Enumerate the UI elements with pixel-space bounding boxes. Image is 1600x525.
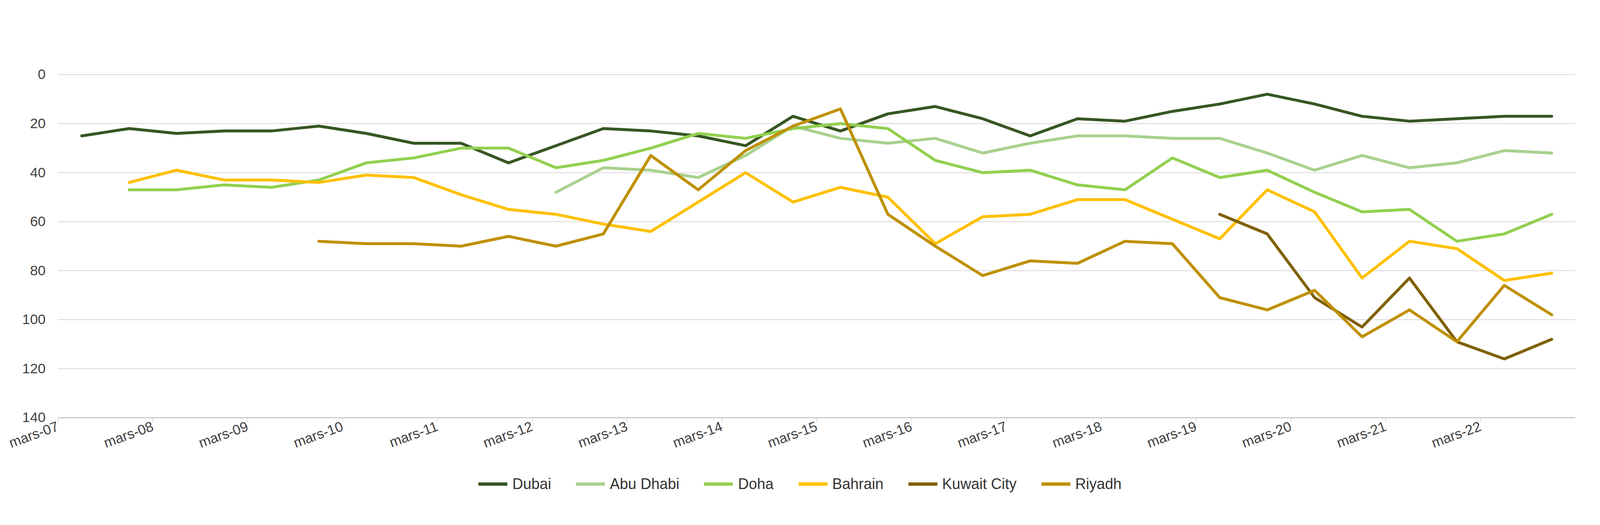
svg-text:mars-11: mars-11 [387,418,440,450]
svg-text:mars-20: mars-20 [1239,418,1294,451]
svg-text:mars-17: mars-17 [955,418,1009,451]
svg-text:mars-08: mars-08 [101,418,156,451]
html-text:Kuwait City: Kuwait City [942,475,1017,493]
html-text:Riyadh: Riyadh [1075,475,1122,493]
svg-text:mars-07: mars-07 [6,418,61,451]
svg-text:mars-10: mars-10 [291,418,345,451]
svg-text:mars-09: mars-09 [196,418,251,451]
svg-text:mars-13: mars-13 [575,418,630,451]
svg-text:40: 40 [30,164,46,181]
svg-text:mars-12: mars-12 [480,418,535,451]
svg-text:mars-14: mars-14 [670,418,725,451]
svg-text:mars-21: mars-21 [1334,418,1389,451]
svg-text:mars-19: mars-19 [1144,418,1199,451]
html-text:Bahrain: Bahrain [832,475,884,493]
svg-text:mars-18: mars-18 [1050,418,1104,451]
svg-text:mars-22: mars-22 [1429,418,1484,451]
svg-text:100: 100 [22,311,46,327]
svg-text:20: 20 [30,115,46,131]
svg-text:140: 140 [22,409,46,425]
svg-text:80: 80 [30,262,46,279]
html-text:Dubai: Dubai [512,475,552,493]
svg-text:120: 120 [22,360,46,376]
svg-text:60: 60 [30,213,46,229]
html-text:Abu Dhabi: Abu Dhabi [609,475,680,493]
svg-text:mars-16: mars-16 [860,418,914,451]
svg-text:0: 0 [38,66,46,82]
html-text:Doha: Doha [738,475,774,493]
svg-text:mars-15: mars-15 [765,418,820,451]
